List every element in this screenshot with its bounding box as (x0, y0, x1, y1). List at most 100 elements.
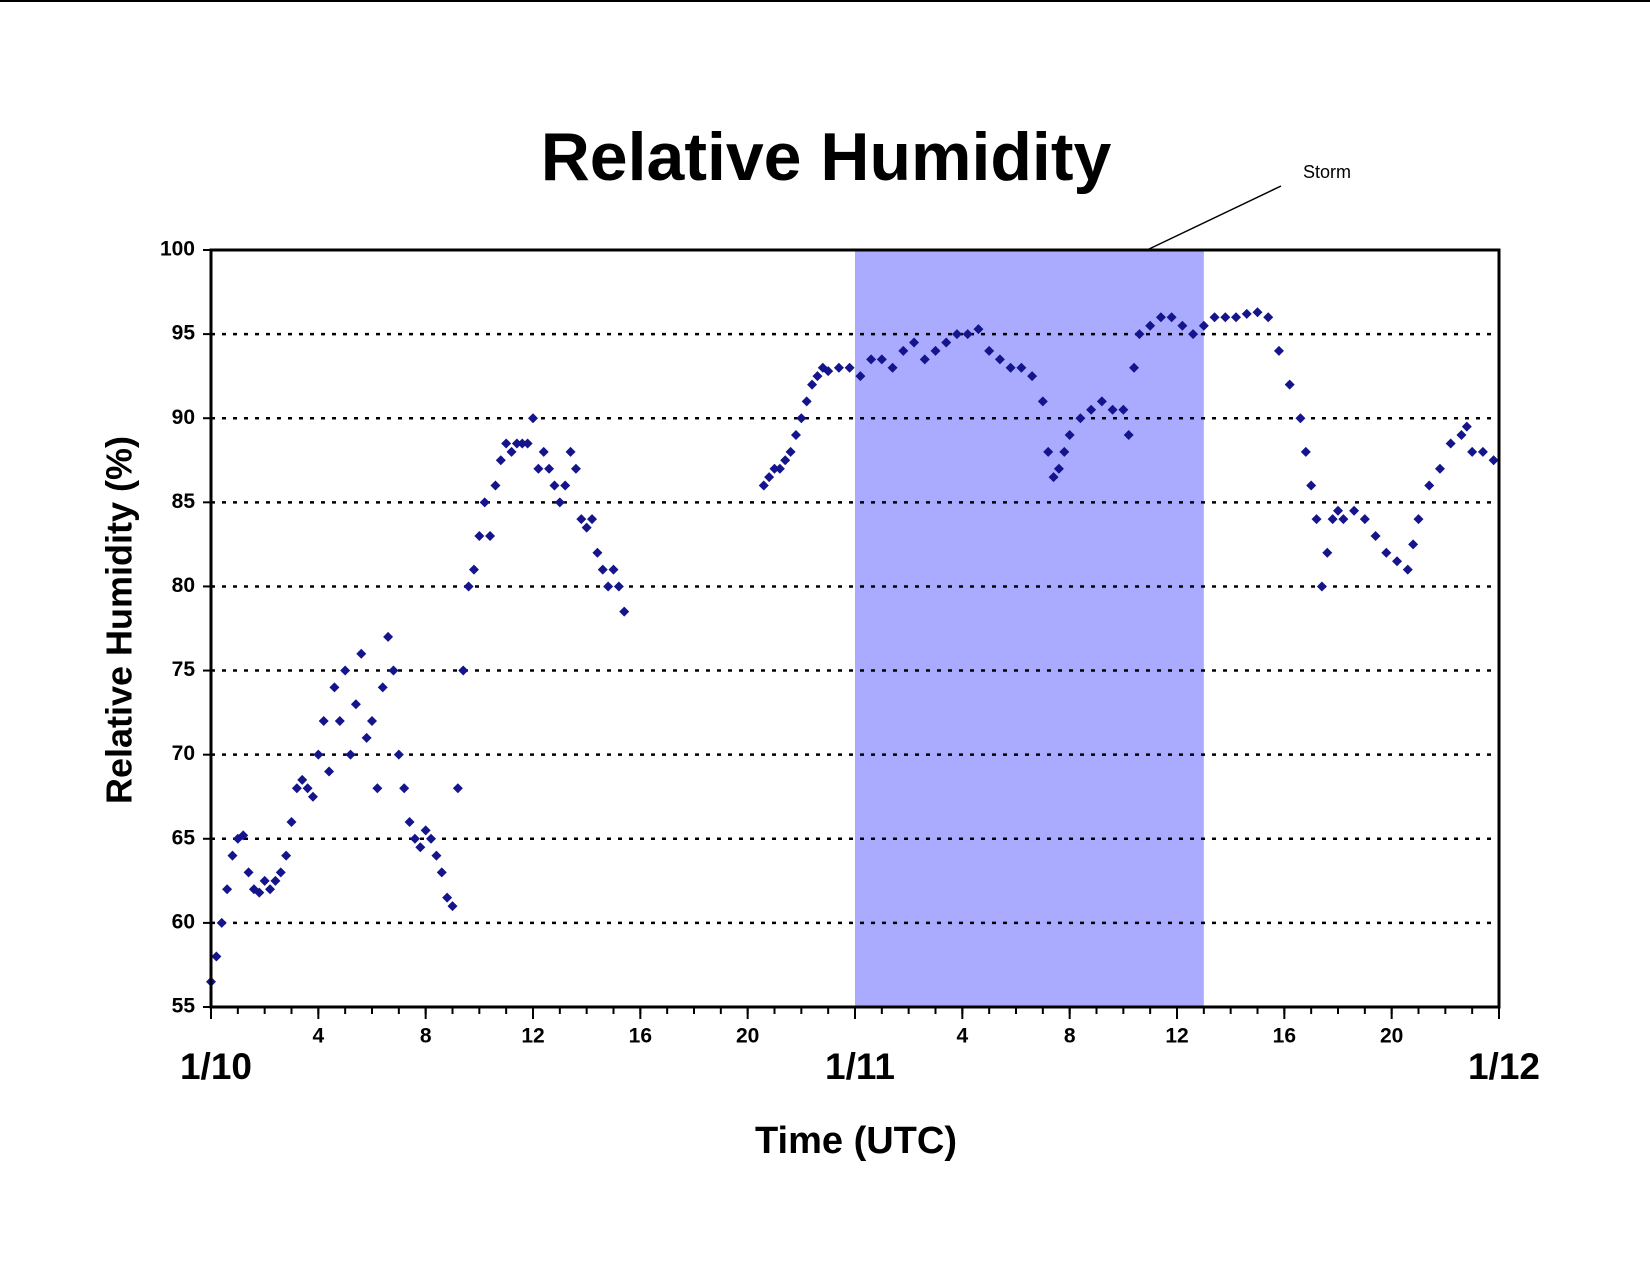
data-point (490, 480, 501, 491)
data-point (1129, 362, 1140, 373)
data-point (286, 816, 297, 827)
data-point (495, 455, 506, 466)
data-point (1306, 480, 1317, 491)
data-point (361, 732, 372, 743)
data-point (570, 463, 581, 474)
data-point (275, 867, 286, 878)
data-point (404, 816, 415, 827)
data-point (613, 581, 624, 592)
data-point (1107, 404, 1118, 415)
data-point (420, 825, 431, 836)
data-point (785, 446, 796, 457)
data-point (474, 530, 485, 541)
data-point (774, 463, 785, 474)
data-point (528, 413, 538, 424)
data-point (994, 354, 1005, 365)
data-point (222, 884, 233, 895)
data-point (1349, 505, 1360, 516)
data-point (1477, 446, 1488, 457)
data-point (350, 699, 361, 710)
x-axis-title: Time (UTC) (755, 1120, 957, 1162)
data-point (1145, 320, 1156, 331)
plot-frame (209, 248, 1501, 1009)
data-point (1096, 396, 1107, 407)
data-point (1333, 505, 1343, 516)
data-point (1177, 320, 1188, 331)
data-point (291, 783, 302, 794)
data-point (1075, 413, 1086, 424)
data-point (1263, 312, 1274, 323)
date-label: 1/12 (1468, 1046, 1540, 1087)
y-tick-label: 60 (172, 910, 195, 933)
data-point (1086, 404, 1097, 415)
data-point (941, 337, 952, 348)
data-point (307, 791, 318, 802)
data-point (1252, 307, 1263, 318)
data-point (549, 480, 560, 491)
data-point (887, 362, 898, 373)
data-point (1273, 345, 1284, 356)
data-point (426, 833, 437, 844)
data-point (565, 446, 576, 457)
data-point (442, 892, 453, 903)
date-label: 1/10 (180, 1046, 252, 1087)
data-point (377, 682, 388, 693)
data-point (458, 665, 469, 676)
data-point (1434, 463, 1445, 474)
x-tick-label: 12 (1165, 1025, 1188, 1048)
data-point (1322, 547, 1333, 558)
data-point (1327, 514, 1338, 525)
x-tick-label: 16 (1273, 1025, 1296, 1048)
data-point (517, 438, 528, 449)
data-point (1123, 430, 1134, 441)
x-tick-label: 8 (1064, 1025, 1076, 1048)
y-tick-label: 85 (172, 490, 196, 513)
data-point (1402, 564, 1413, 575)
chart-title: Relative Humidity (541, 119, 1112, 195)
data-point (227, 850, 238, 861)
data-point (436, 867, 447, 878)
data-point (898, 345, 909, 356)
data-point (855, 371, 866, 382)
y-tick-label: 70 (172, 742, 195, 765)
data-point (1059, 446, 1070, 457)
data-point (603, 581, 614, 592)
data-point (1370, 530, 1381, 541)
data-point (769, 463, 780, 474)
data-point (1048, 472, 1059, 483)
data-point (1188, 329, 1199, 340)
data-point (1300, 446, 1311, 457)
data-point (511, 438, 522, 449)
data-point (1198, 320, 1209, 331)
x-tick-label: 8 (420, 1025, 432, 1048)
data-point (1043, 446, 1054, 457)
data-point (780, 455, 791, 466)
data-point (764, 472, 775, 483)
y-tick-label: 75 (172, 658, 196, 681)
data-point (1295, 413, 1306, 424)
y-tick-label: 95 (172, 322, 196, 345)
annotation-leader (1146, 185, 1282, 251)
data-point (345, 749, 356, 760)
data-point (1456, 430, 1467, 441)
data-point (334, 716, 345, 727)
data-point (393, 749, 404, 760)
data-point (463, 581, 474, 592)
data-point (372, 783, 383, 794)
data-point (581, 522, 592, 533)
data-point (238, 830, 249, 841)
x-tick-label: 4 (312, 1025, 324, 1048)
data-point (431, 850, 442, 861)
data-point (281, 850, 292, 861)
data-point (1413, 514, 1424, 525)
data-point (270, 875, 281, 886)
data-point (265, 884, 276, 895)
data-point (807, 379, 818, 390)
data-point (592, 547, 603, 558)
data-point (452, 783, 463, 794)
x-tick-label: 4 (956, 1025, 968, 1048)
data-point (844, 362, 855, 373)
data-point (1338, 514, 1349, 525)
data-point (447, 901, 458, 912)
data-point (973, 324, 984, 335)
